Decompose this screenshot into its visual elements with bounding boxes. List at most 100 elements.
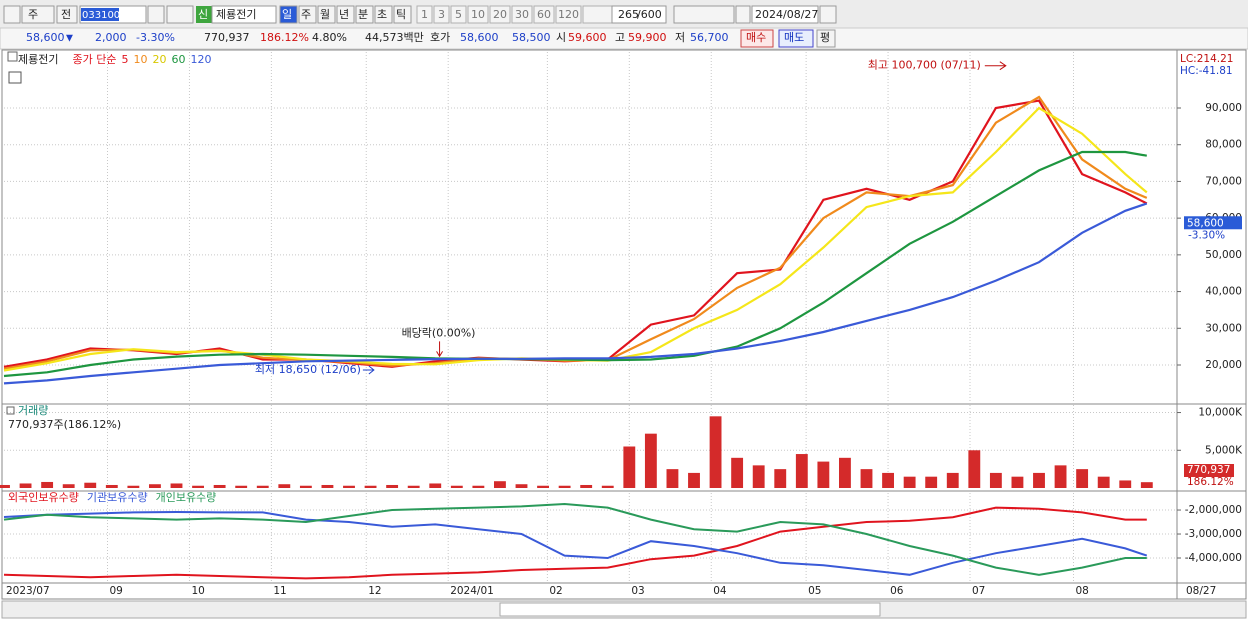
code: 033100 bbox=[82, 10, 120, 21]
minute-button[interactable] bbox=[555, 5, 582, 24]
quote-items: 58,600 ▼ 2,000 -3.30% 770,937 186.12% 4.… bbox=[26, 29, 836, 48]
legend-entry: 10 bbox=[133, 53, 147, 66]
volume-bar bbox=[0, 484, 10, 488]
minute-button[interactable] bbox=[511, 5, 533, 24]
volume-bar bbox=[515, 484, 528, 488]
high: 59,900 bbox=[628, 31, 667, 44]
minute: 120 bbox=[558, 8, 579, 21]
minute-button[interactable] bbox=[433, 5, 450, 24]
high-label: 최고 100,700 (07/11) bbox=[868, 59, 981, 72]
y-tick-label: 80,000 bbox=[1205, 139, 1242, 151]
volume-bar bbox=[839, 457, 851, 488]
volume-bar bbox=[127, 485, 140, 488]
volume-bar bbox=[407, 485, 420, 488]
y-tick-label: 20,000 bbox=[1205, 359, 1242, 371]
volume-bar bbox=[213, 484, 226, 488]
menu-icon[interactable] bbox=[3, 5, 21, 24]
minute: 10 bbox=[471, 8, 485, 21]
x-tick-label: 05 bbox=[808, 585, 821, 597]
search-button[interactable] bbox=[147, 5, 165, 24]
volume-summary: 770,937주(186.12%) bbox=[8, 418, 121, 431]
volume-bar bbox=[1054, 465, 1067, 488]
legend: 외국인보유수량 기관보유수량 개인보유수량 bbox=[8, 491, 216, 504]
change: 2,000 bbox=[95, 31, 127, 44]
minute: 1 bbox=[421, 8, 428, 21]
interval: 초 bbox=[377, 8, 387, 21]
interval-button[interactable] bbox=[374, 5, 393, 24]
volume-bar bbox=[580, 484, 593, 488]
interval-button[interactable] bbox=[393, 5, 412, 24]
buy-button[interactable] bbox=[740, 29, 774, 48]
interval-button[interactable] bbox=[336, 5, 355, 24]
last-volume-tag bbox=[1184, 464, 1234, 477]
panel-name: 제룡전기 bbox=[18, 53, 58, 66]
x-tick-label: 09 bbox=[110, 585, 123, 597]
series-line bbox=[3, 150, 1147, 378]
interval-button[interactable] bbox=[355, 5, 374, 24]
volume-bar bbox=[299, 485, 312, 488]
volume-bar bbox=[817, 461, 830, 488]
minute-button[interactable] bbox=[416, 5, 433, 24]
interval: 월 bbox=[320, 8, 330, 21]
minute-button[interactable] bbox=[450, 5, 467, 24]
interval: 틱 bbox=[396, 8, 406, 21]
prev-button[interactable] bbox=[56, 5, 78, 24]
table-icon[interactable] bbox=[8, 71, 22, 84]
chart-frame bbox=[1, 49, 1247, 600]
volume-bar bbox=[623, 446, 636, 488]
low-label: 최저 18,650 (12/06) bbox=[255, 363, 361, 376]
date-box[interactable] bbox=[751, 5, 819, 24]
series-line bbox=[3, 202, 1148, 385]
period-select[interactable] bbox=[21, 5, 55, 24]
legend-title: 종가 단순 bbox=[72, 53, 116, 66]
minute-button[interactable] bbox=[467, 5, 489, 24]
dividend-marker bbox=[436, 341, 443, 358]
interval-button[interactable] bbox=[317, 5, 336, 24]
settings-icon[interactable] bbox=[735, 5, 751, 24]
volume-bar bbox=[343, 485, 355, 488]
panel-icon bbox=[7, 51, 18, 62]
volume-bar bbox=[429, 483, 442, 488]
lc-label: LC:214.21 bbox=[1180, 53, 1233, 65]
scroll-thumb[interactable] bbox=[499, 602, 881, 617]
low-label: 저 bbox=[675, 31, 685, 44]
x-tick-label: 08 bbox=[1076, 585, 1089, 597]
volume-bar bbox=[192, 485, 204, 488]
volume-bar bbox=[644, 433, 657, 488]
volume-bar bbox=[1033, 472, 1045, 488]
volume-bar bbox=[1119, 480, 1132, 488]
x-tick-label: 06 bbox=[890, 585, 904, 597]
sell-button[interactable] bbox=[778, 29, 814, 48]
calendar-icon[interactable] bbox=[819, 5, 837, 24]
tool-icons[interactable] bbox=[673, 5, 735, 24]
interval-button[interactable] bbox=[298, 5, 317, 24]
y-tick-label: -3,000,000 bbox=[1185, 528, 1242, 540]
stock-box[interactable] bbox=[211, 5, 277, 24]
dividend-label: 배당락(0.00%) bbox=[402, 326, 476, 339]
turnover: 4.80% bbox=[312, 31, 347, 44]
volume-bar bbox=[450, 485, 463, 488]
frames bbox=[1, 49, 1247, 619]
volume-bar bbox=[1097, 476, 1110, 488]
minute-button[interactable] bbox=[489, 5, 511, 24]
volume-bar bbox=[19, 483, 32, 488]
y-tick-label: 30,000 bbox=[1205, 322, 1242, 334]
count-box[interactable] bbox=[611, 5, 667, 24]
volume-bar bbox=[472, 485, 485, 488]
series-line bbox=[3, 506, 1147, 580]
count: 265 bbox=[618, 8, 639, 21]
interval-button[interactable] bbox=[279, 5, 298, 24]
volume-bar bbox=[752, 465, 765, 488]
interval: 분 bbox=[358, 8, 368, 21]
last-volume: 770,937 bbox=[1187, 464, 1230, 476]
avg-button[interactable] bbox=[816, 29, 836, 48]
amount: 44,573백만 bbox=[365, 31, 424, 44]
sound-button[interactable] bbox=[166, 5, 194, 24]
interval: 주 bbox=[301, 8, 311, 21]
x-tick-label: 03 bbox=[631, 585, 644, 597]
y-tick-label: 10,000K bbox=[1198, 407, 1243, 419]
volume-bar bbox=[537, 485, 549, 488]
minute-button[interactable] bbox=[533, 5, 555, 24]
